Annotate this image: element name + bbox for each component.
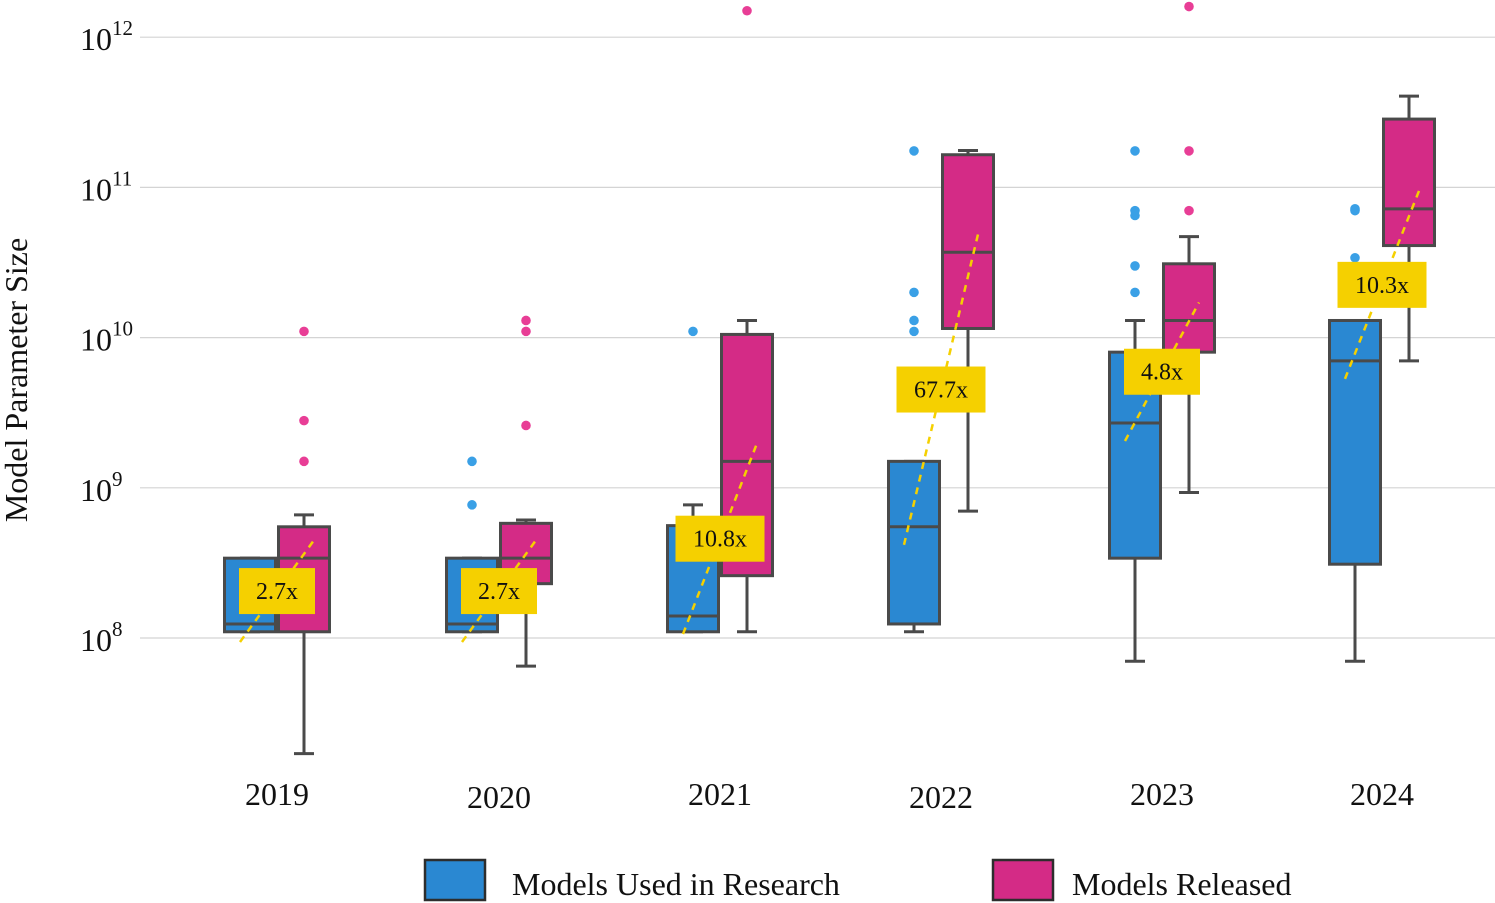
y-tick-base: 10	[80, 322, 112, 358]
ratio-badge-bg	[1124, 348, 1200, 395]
box-research	[1328, 204, 1382, 663]
legend-swatch-research	[423, 858, 487, 902]
x-axis-ticks: 2019 2020 2021 2022 2023 2024	[245, 776, 1414, 815]
ratio-label: 10.3x	[1355, 273, 1409, 299]
outlier-point	[742, 5, 752, 16]
y-tick-label: 1012	[80, 16, 133, 57]
y-axis-label: Model Parameter Size	[0, 238, 34, 522]
outlier-point	[909, 146, 919, 156]
outlier-point	[909, 315, 919, 326]
outlier-point	[1350, 204, 1360, 214]
year-group-2023	[1108, 1, 1216, 663]
box-released	[1382, 94, 1436, 363]
y-tick-exponent: 9	[112, 467, 123, 491]
year-group-2019	[223, 326, 331, 756]
legend: Models Used in Research Models Released	[423, 858, 1292, 902]
median-trend-line	[238, 539, 316, 643]
y-tick-exponent: 10	[112, 317, 133, 341]
y-tick-label: 109	[80, 467, 123, 508]
outlier-point	[1130, 205, 1140, 216]
outlier-point	[1184, 146, 1194, 156]
iqr-box	[1162, 262, 1216, 354]
y-tick-exponent: 8	[112, 617, 123, 641]
outlier-point	[521, 326, 531, 337]
y-tick-base: 10	[80, 622, 112, 658]
ratio-label: 4.8x	[1141, 360, 1183, 386]
ratio-badge: 2.7x	[461, 568, 537, 615]
outlier-point	[1350, 252, 1360, 263]
outlier-point	[467, 456, 477, 467]
x-tick-label: 2023	[1130, 776, 1194, 812]
y-tick-base: 10	[80, 171, 112, 207]
y-tick-base: 10	[80, 472, 112, 508]
iqr-box	[1382, 117, 1436, 248]
legend-label-released: Models Released	[1072, 866, 1292, 902]
outlier-point	[1130, 261, 1140, 271]
box-research	[1108, 146, 1162, 663]
ratio-badge-bg	[461, 568, 537, 615]
outlier-point	[299, 415, 309, 426]
box-released	[941, 149, 995, 513]
ratio-badge-bg	[239, 568, 315, 615]
box-research	[666, 326, 720, 634]
y-tick-exponent: 12	[112, 16, 133, 40]
ratio-badge-bg	[896, 366, 986, 413]
y-tick-label: 1010	[80, 317, 133, 358]
outlier-point	[1184, 205, 1194, 216]
outlier-point	[1130, 146, 1140, 156]
ratio-badge-bg	[1337, 261, 1427, 308]
box-released	[1162, 1, 1216, 495]
legend-swatch-released	[991, 858, 1055, 902]
legend-label-research: Models Used in Research	[512, 866, 840, 902]
x-tick-label: 2022	[909, 779, 973, 815]
y-tick-base: 10	[80, 21, 112, 57]
ratio-label: 2.7x	[478, 579, 520, 605]
x-tick-label: 2024	[1350, 776, 1414, 812]
ratio-badge: 10.8x	[675, 515, 765, 562]
box-released	[277, 326, 331, 756]
grid-lines	[140, 36, 1495, 639]
ratio-badge: 2.7x	[239, 568, 315, 615]
ratio-badge-bg	[675, 515, 765, 562]
ratio-badge: 67.7x	[896, 366, 986, 413]
box-research	[887, 146, 941, 634]
ratio-badge: 10.3x	[1337, 261, 1427, 308]
outlier-point	[1130, 287, 1140, 298]
outlier-point	[1184, 1, 1194, 12]
x-tick-label: 2020	[467, 779, 531, 815]
iqr-box	[1328, 318, 1382, 566]
box-groups: 2.7x 2.7x 10.8x 67.7x 4.8x 10.3x	[223, 1, 1436, 756]
ratio-label: 2.7x	[256, 579, 298, 605]
y-tick-exponent: 11	[112, 166, 132, 190]
median-trend-line	[681, 442, 759, 635]
y-tick-label: 108	[80, 617, 123, 658]
outlier-point	[688, 326, 698, 337]
outlier-point	[909, 326, 919, 337]
ratio-label: 10.8x	[693, 527, 747, 553]
ratio-label: 67.7x	[914, 378, 968, 404]
x-tick-label: 2021	[688, 776, 752, 812]
median-trend-line	[460, 539, 538, 643]
x-tick-label: 2019	[245, 776, 309, 812]
outlier-point	[299, 326, 309, 337]
iqr-box	[941, 153, 995, 330]
outlier-point	[299, 456, 309, 467]
iqr-box	[887, 459, 941, 626]
y-tick-label: 1011	[80, 166, 132, 207]
outlier-point	[909, 287, 919, 298]
outlier-point	[521, 315, 531, 326]
ratio-badge: 4.8x	[1124, 348, 1200, 395]
outlier-point	[521, 420, 531, 431]
year-group-2024	[1328, 94, 1436, 663]
outlier-point	[467, 500, 477, 510]
